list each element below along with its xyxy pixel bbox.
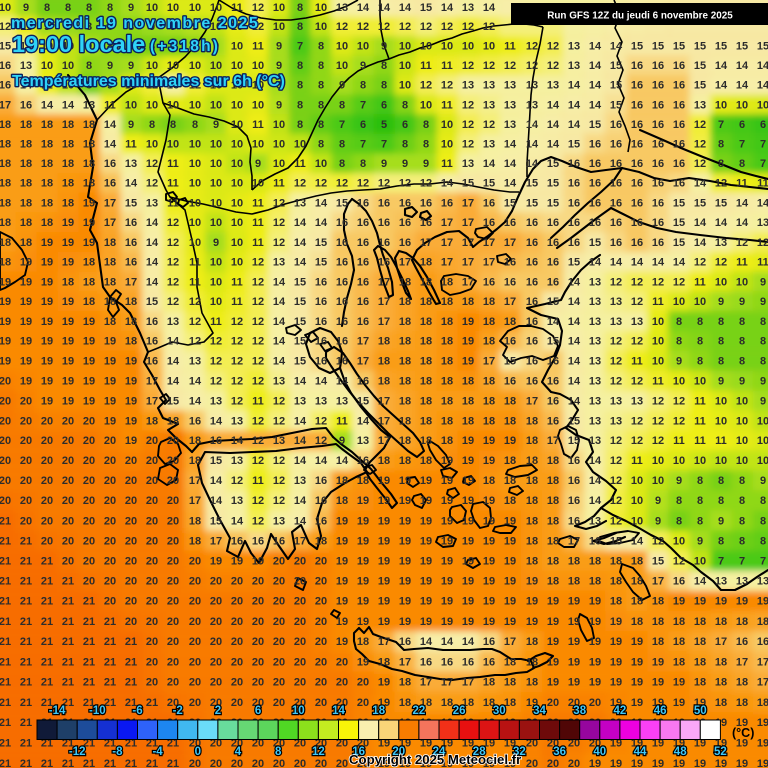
svg-text:-8: -8	[112, 746, 123, 758]
svg-text:mercredi 19 novembre 2025: mercredi 19 novembre 2025	[11, 15, 259, 32]
svg-text:42: 42	[614, 705, 627, 717]
svg-text:22: 22	[413, 705, 426, 717]
svg-text:20: 20	[392, 746, 405, 758]
svg-text:14: 14	[332, 705, 345, 717]
svg-text:32: 32	[513, 746, 526, 758]
svg-text:(+318h): (+318h)	[150, 38, 220, 55]
svg-text:-12: -12	[69, 746, 86, 758]
svg-text:52: 52	[714, 746, 727, 758]
svg-text:44: 44	[634, 746, 647, 758]
svg-text:12: 12	[312, 746, 325, 758]
svg-text:24: 24	[433, 746, 446, 758]
svg-text:-6: -6	[132, 705, 142, 717]
svg-text:46: 46	[654, 705, 667, 717]
svg-text:Run GFS 12Z du jeudi 6 novembr: Run GFS 12Z du jeudi 6 novembre 2025	[547, 10, 733, 21]
svg-text:40: 40	[593, 746, 606, 758]
svg-text:18: 18	[372, 705, 385, 717]
svg-text:30: 30	[493, 705, 506, 717]
svg-text:50: 50	[694, 705, 707, 717]
svg-text:36: 36	[553, 746, 566, 758]
svg-text:38: 38	[573, 705, 586, 717]
svg-text:19:00 locale: 19:00 locale	[12, 31, 145, 57]
svg-text:10: 10	[292, 705, 305, 717]
svg-text:-4: -4	[152, 746, 163, 758]
svg-text:8: 8	[275, 746, 282, 758]
svg-text:26: 26	[453, 705, 466, 717]
svg-text:34: 34	[533, 705, 546, 717]
svg-text:(°C): (°C)	[732, 726, 754, 740]
svg-text:Copyright 2025 Meteociel.fr: Copyright 2025 Meteociel.fr	[349, 752, 521, 767]
svg-text:48: 48	[674, 746, 687, 758]
svg-text:2: 2	[215, 705, 221, 717]
svg-text:4: 4	[235, 746, 242, 758]
svg-text:Températures minimales sur 6h: Températures minimales sur 6h (°C)	[12, 73, 285, 90]
svg-text:-2: -2	[173, 705, 183, 717]
svg-text:6: 6	[255, 705, 261, 717]
svg-text:-14: -14	[49, 705, 66, 717]
svg-text:16: 16	[352, 746, 365, 758]
svg-text:0: 0	[195, 746, 201, 758]
svg-text:28: 28	[473, 746, 486, 758]
svg-text:-10: -10	[89, 705, 106, 717]
